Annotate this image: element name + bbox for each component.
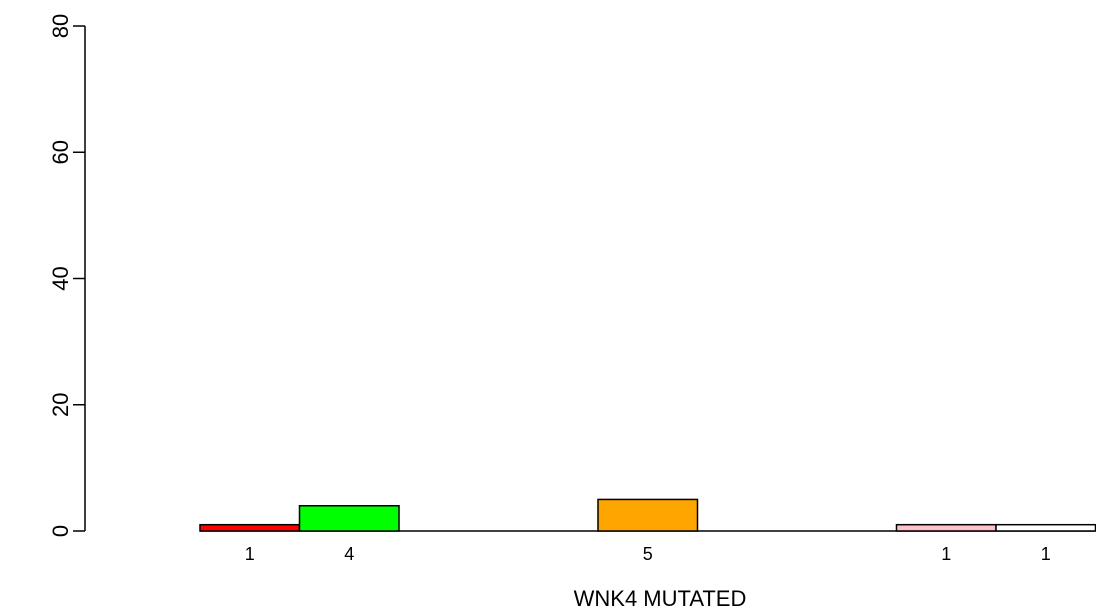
- y-tick-label: 40: [48, 266, 73, 290]
- bar-value-label: 4: [344, 544, 354, 564]
- bar-value-label: 1: [245, 544, 255, 564]
- bar-labels: 1 4 5 1 1: [245, 544, 1051, 564]
- bar-value-label: 1: [941, 544, 951, 564]
- y-tick-label: 60: [48, 140, 73, 164]
- y-tick-label: 0: [48, 525, 73, 537]
- bar-value-label: 5: [643, 544, 653, 564]
- y-tick-label: 80: [48, 14, 73, 38]
- bars: [199, 498, 1096, 532]
- bar: [995, 523, 1096, 532]
- y-tick-label: 20: [48, 393, 73, 417]
- bar: [298, 505, 400, 532]
- x-axis-title: WNK4 MUTATED: [574, 586, 747, 611]
- bar-value-label: 1: [1041, 544, 1051, 564]
- bar: [199, 523, 301, 532]
- bar: [895, 523, 997, 532]
- y-axis: 0 20 40 60 80: [48, 14, 86, 537]
- bar: [597, 498, 699, 532]
